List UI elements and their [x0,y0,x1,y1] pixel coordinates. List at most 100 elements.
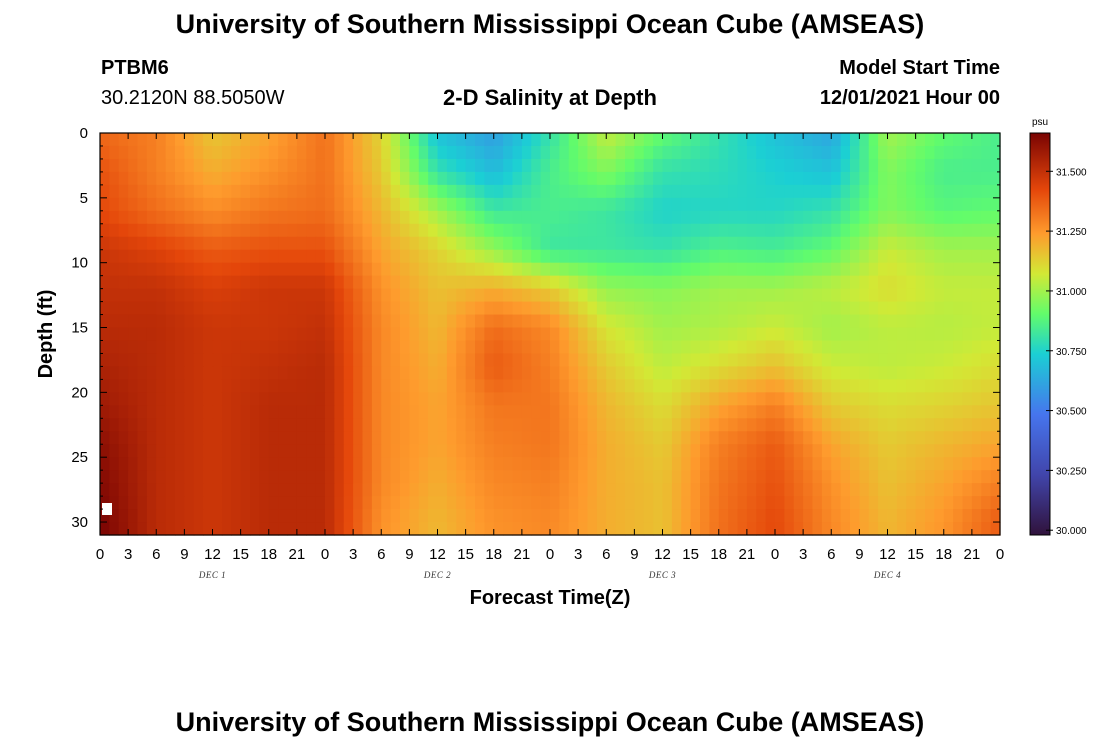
heatmap-cell [775,223,785,238]
heatmap-cell [756,262,767,277]
heatmap-cell [981,366,992,380]
heatmap-cell [521,314,532,329]
heatmap-cell [306,509,317,523]
heatmap-cell [287,366,298,380]
heatmap-cell [821,236,832,251]
heatmap-cell [971,210,982,225]
heatmap-cell [100,223,110,238]
heatmap-cell [118,301,129,316]
heatmap-cell [446,249,457,264]
heatmap-cell [521,353,532,368]
heatmap-cell [418,509,429,523]
heatmap-cell [775,522,785,536]
heatmap-cell [981,262,992,277]
heatmap-cell [971,470,982,484]
heatmap-cell [475,483,485,497]
heatmap-cell [915,158,926,173]
heatmap-cell [203,353,214,368]
heatmap-cell [128,158,139,173]
heatmap-cell [156,184,167,199]
heatmap-cell [109,145,120,160]
heatmap-cell [850,210,860,225]
heatmap-cell [887,249,898,264]
heatmap-cell [803,509,814,523]
heatmap-cell [803,249,814,264]
y-tick-label: 5 [80,190,88,207]
heatmap-cell [981,236,992,251]
heatmap-cell [868,431,879,445]
heatmap-cell [465,171,476,186]
heatmap-cell [493,262,504,277]
heatmap-cell [493,197,504,212]
heatmap-cell [728,509,739,523]
heatmap-cell [484,223,495,238]
heatmap-cell [137,496,148,510]
heatmap-cell [531,522,542,536]
heatmap-cell [784,431,795,445]
heatmap-cell [193,522,204,536]
heatmap-cell [559,184,570,199]
heatmap-cell [362,496,373,510]
heatmap-cell [896,496,907,510]
heatmap-cell [109,133,120,147]
heatmap-cell [240,431,251,445]
heatmap-cell [193,392,204,406]
heatmap-cell [231,366,242,380]
heatmap-cell [446,496,457,510]
heatmap-cell [840,249,851,264]
heatmap-cell [700,301,710,316]
heatmap-cell [306,353,317,368]
heatmap-cell [690,457,701,471]
heatmap-cell [596,340,607,355]
heatmap-cell [653,314,664,329]
heatmap-cell [737,522,748,536]
heatmap-cell [371,236,382,251]
heatmap-cell [231,431,242,445]
heatmap-cell [193,483,204,497]
heatmap-cell [287,301,298,316]
heatmap-cell [259,340,270,355]
heatmap-cell [259,509,270,523]
heatmap-cell [803,210,814,225]
heatmap-cell [718,223,729,238]
heatmap-cell [775,314,785,329]
heatmap-cell [165,340,176,355]
heatmap-cell [662,418,673,432]
heatmap-cell [193,366,204,380]
heatmap-cell [859,509,870,523]
heatmap-cell [512,314,523,329]
heatmap-cell [896,340,907,355]
heatmap-cell [700,327,710,342]
heatmap-cell [934,171,945,186]
heatmap-cell [606,444,617,458]
heatmap-cell [709,184,720,199]
heatmap-cell [587,392,598,406]
heatmap-cell [756,470,767,484]
heatmap-cell [493,392,504,406]
heatmap-cell [428,314,439,329]
heatmap-cell [653,509,664,523]
heatmap-cell [840,133,851,147]
heatmap-cell [165,262,176,277]
heatmap-cell [156,418,167,432]
heatmap-cell [596,457,607,471]
heatmap-cell [568,223,579,238]
heatmap-cell [175,158,185,173]
heatmap-cell [662,184,673,199]
heatmap-cell [268,353,279,368]
heatmap-cell [559,444,570,458]
heatmap-cell [981,249,992,264]
heatmap-cell [221,340,232,355]
heatmap-cell [484,249,495,264]
heatmap-cell [756,236,767,251]
heatmap-cell [821,288,832,303]
heatmap-cell [531,379,542,393]
heatmap-cell [371,379,382,393]
heatmap-cell [456,197,467,212]
heatmap-cell [475,366,485,380]
heatmap-cell [681,483,692,497]
heatmap-cell [625,470,635,484]
heatmap-cell [550,379,560,393]
heatmap-cell [390,353,401,368]
heatmap-cell [765,197,776,212]
